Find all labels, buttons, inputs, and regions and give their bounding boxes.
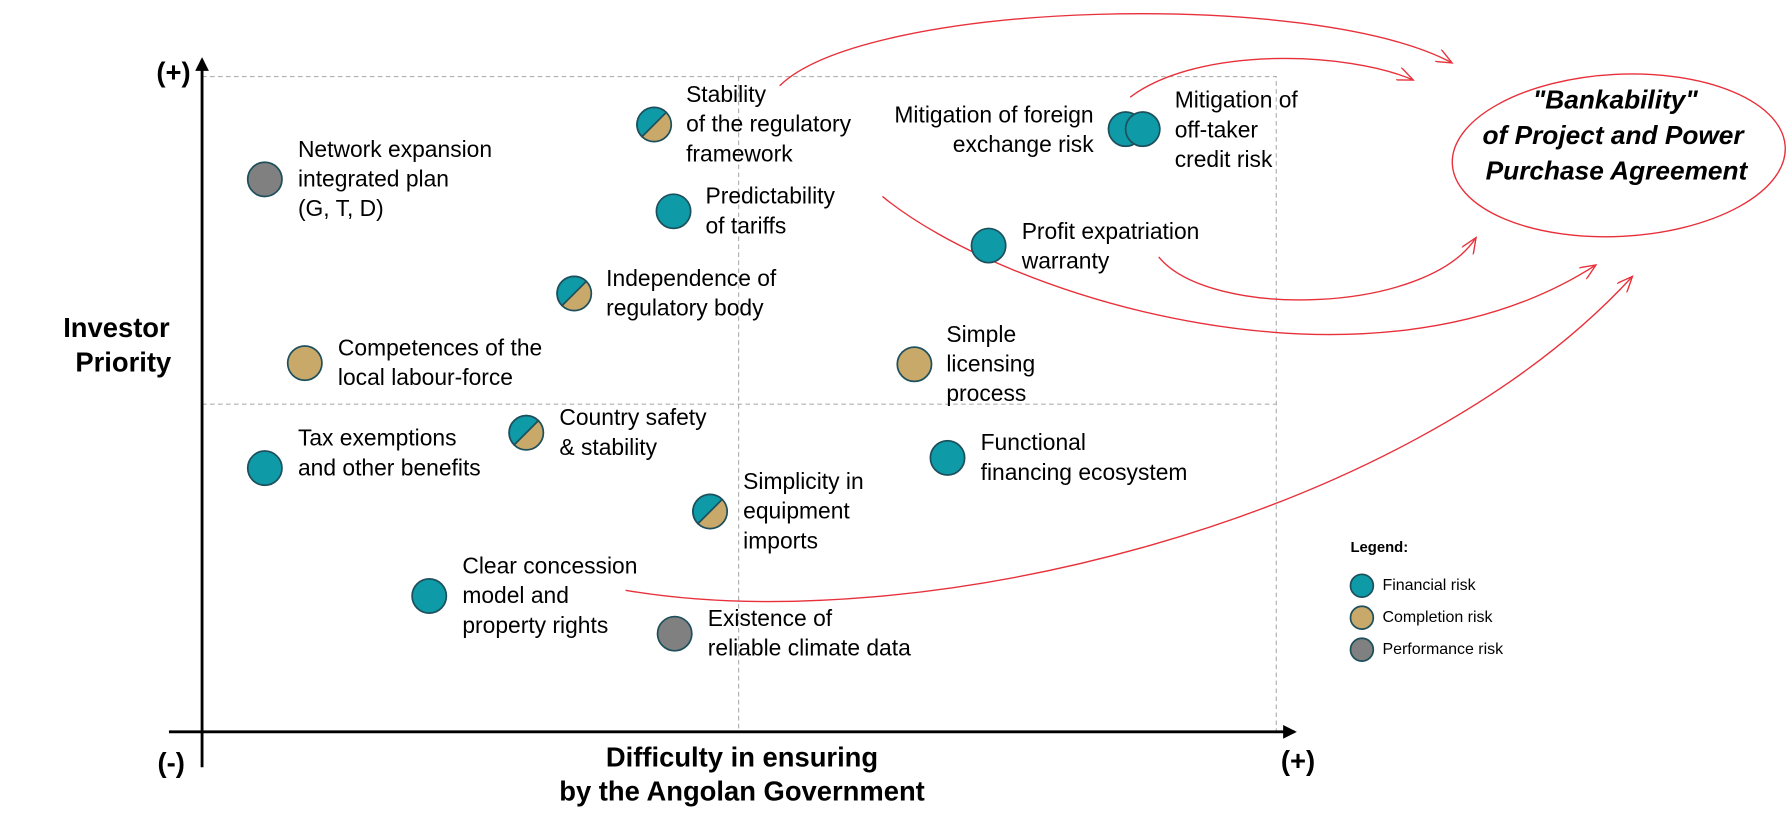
item-label: reliable climate data [708,635,911,661]
risk-marker [655,193,692,230]
item-label: financing ecosystem [981,459,1188,485]
item-label: off-taker [1175,116,1259,142]
risk-marker [929,439,966,476]
item: Stability of the regulatory framework [636,81,852,166]
risk-marker [1349,573,1375,599]
legend-label: Performance risk [1382,641,1503,658]
item: Competences of the local labour-force [286,334,542,390]
item-label: imports [743,527,818,553]
item-label: Functional [981,429,1086,455]
item-label: Simple [946,321,1016,347]
item-label: Competences of the [338,334,542,360]
item-label: Clear concession [462,553,637,579]
item-label: Country safety [559,404,707,430]
arrow [1158,238,1476,301]
item-label: integrated plan [298,166,449,192]
item-label: licensing [946,350,1035,376]
risk-marker [411,578,448,614]
arrow [625,276,1633,603]
item-label: process [946,380,1026,406]
risk-marker-half [636,106,668,138]
item-label: Network expansion [298,136,492,162]
arrow [1129,57,1413,98]
item-label: model and [462,582,569,608]
risk-marker [1124,111,1161,148]
item: Existence of reliable climate data [656,605,911,661]
target-text: "Bankability" [1533,85,1698,115]
item-label: equipment [743,498,850,524]
item-label: Profit expatriation [1022,218,1200,244]
item: Functional financing ecosystem [929,429,1188,485]
risk-marker [896,346,933,383]
item-label: Predictability [705,183,835,209]
axis-end-label: (+) [156,57,190,88]
y-title: Investor [63,312,170,343]
item-label: framework [686,140,793,166]
item: Simplicity in equipment imports [692,468,864,553]
item: Clear concession model and property rights [411,553,637,638]
risk-marker-half [508,414,540,447]
item-label: property rights [462,612,608,638]
item-label: of tariffs [705,212,786,238]
axis-end-label: (-) [158,747,185,778]
risk-marker [246,450,283,487]
item: Profit expatriation warranty [970,218,1200,274]
item-label: regulatory body [606,295,764,321]
risk-marker [656,615,693,652]
item-label: & stability [559,434,657,460]
risk-marker [970,227,1007,264]
risk-marker [286,345,323,382]
item-label: Stability [686,81,767,107]
risk-marker-half [556,275,588,307]
item-label: Tax exemptions [298,425,457,451]
item: Network expansion integrated plan (G, T, D… [246,136,492,221]
item-label: Mitigation of foreign [894,102,1093,128]
item: Tax exemptions and other benefits [246,425,481,487]
item: Country safety & stability [508,404,707,460]
item-label: (G, T, D) [298,195,384,221]
risk-marker-half [692,493,724,525]
item-label: warranty [1021,248,1110,274]
item-label: Existence of [708,605,833,631]
target-ellipse [1451,73,1786,238]
item: Independence of regulatory body [556,265,777,321]
x-title: by the Angolan Government [559,776,925,807]
item-label: Simplicity in [743,468,864,494]
risk-marker [1349,637,1375,662]
item: Mitigation of foreign exchange risk [894,102,1144,157]
item-label: and other benefits [298,454,481,480]
target-text: of Project and Power [1483,120,1746,150]
legend-title: Legend: [1350,540,1408,556]
arrow [882,195,1595,336]
x-title: Difficulty in ensuring [606,741,878,772]
item: Mitigation of off-taker credit risk [1124,87,1299,172]
item-label: Independence of [606,265,777,291]
item-label: credit risk [1175,146,1273,172]
item: Predictability of tariffs [655,183,835,238]
item-label: Mitigation of [1175,87,1299,113]
legend-label: Completion risk [1382,609,1492,626]
risk-marker [246,161,283,198]
legend-label: Financial risk [1382,577,1475,594]
axis-end-label: (+) [1281,745,1315,776]
legend: Financial risk Completion risk Performance… [1349,573,1503,662]
arrow [779,13,1452,87]
risk-marker [1349,605,1375,630]
y-title: Priority [75,347,172,378]
item-label: local labour-force [338,364,513,390]
arrows [625,13,1633,603]
item-label: exchange risk [953,131,1094,157]
items: Network expansion integrated plan (G, T, D… [246,81,1299,661]
target-text: Purchase Agreement [1486,155,1749,185]
item: Simple licensing process [896,321,1035,406]
item-label: of the regulatory [686,111,852,137]
